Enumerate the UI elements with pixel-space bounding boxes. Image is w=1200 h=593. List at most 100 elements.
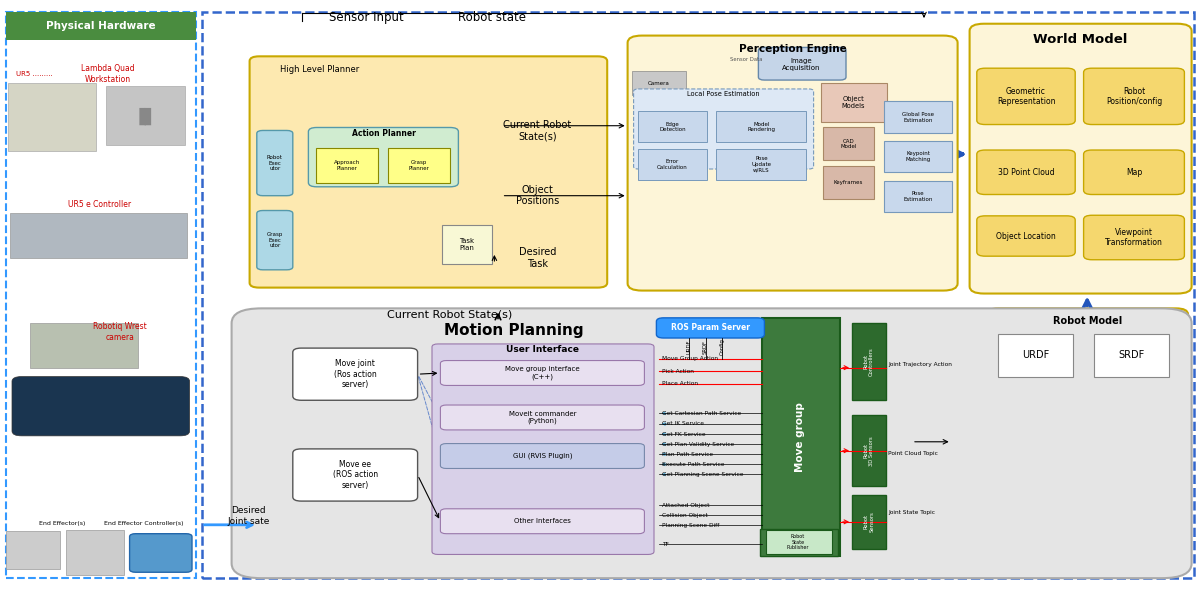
Text: Object Location: Object Location	[996, 231, 1056, 241]
Text: Execute Path Service: Execute Path Service	[662, 462, 725, 467]
Text: Planning Scene Diff: Planning Scene Diff	[662, 523, 720, 528]
FancyBboxPatch shape	[998, 334, 1073, 377]
Text: Get Plan Validity Service: Get Plan Validity Service	[662, 442, 734, 447]
FancyBboxPatch shape	[6, 12, 196, 40]
Text: Viewpoint
Transformation: Viewpoint Transformation	[1105, 228, 1163, 247]
Text: ▐▌: ▐▌	[132, 107, 158, 125]
FancyBboxPatch shape	[1084, 68, 1184, 125]
Text: Camera: Camera	[648, 81, 670, 85]
Text: Pick Action: Pick Action	[662, 369, 695, 374]
Text: Move Group Action: Move Group Action	[662, 356, 719, 361]
FancyBboxPatch shape	[638, 149, 707, 180]
Text: Robot
State
Publisher: Robot State Publisher	[787, 534, 809, 550]
Text: Physical Hardware: Physical Hardware	[46, 21, 156, 31]
FancyBboxPatch shape	[250, 56, 607, 288]
Text: Keyframes: Keyframes	[834, 180, 863, 185]
Text: Get FK Service: Get FK Service	[662, 432, 706, 436]
Text: Get Cartesian Path Service: Get Cartesian Path Service	[662, 411, 742, 416]
Text: Desired
Joint sate: Desired Joint sate	[227, 506, 270, 525]
Text: Move group: Move group	[796, 402, 805, 472]
Text: Joint Trajectory Action: Joint Trajectory Action	[888, 362, 952, 367]
FancyBboxPatch shape	[293, 348, 418, 400]
Text: Object
Models: Object Models	[841, 96, 865, 109]
FancyBboxPatch shape	[130, 534, 192, 572]
FancyBboxPatch shape	[6, 531, 60, 569]
Text: Desired
Task: Desired Task	[518, 247, 557, 269]
Text: Perception Engine: Perception Engine	[739, 44, 846, 54]
Text: Robot
Position/config: Robot Position/config	[1106, 87, 1162, 106]
FancyBboxPatch shape	[852, 495, 886, 549]
Text: Get IK Service: Get IK Service	[662, 422, 704, 426]
Text: Move ee
(ROS action
server): Move ee (ROS action server)	[332, 460, 378, 490]
FancyBboxPatch shape	[638, 111, 707, 142]
Text: ROS Param Server: ROS Param Server	[671, 323, 750, 333]
Text: End Effector Controller(s): End Effector Controller(s)	[104, 521, 184, 525]
FancyBboxPatch shape	[758, 47, 846, 80]
Text: Edge
Detection: Edge Detection	[659, 122, 686, 132]
Text: Move group interface
(C++): Move group interface (C++)	[505, 366, 580, 380]
Text: 3D Point Cloud: 3D Point Cloud	[997, 168, 1055, 177]
Text: Get Planning Scene Service: Get Planning Scene Service	[662, 472, 744, 477]
FancyBboxPatch shape	[852, 323, 886, 400]
Text: Lambda Quad
Workstation: Lambda Quad Workstation	[82, 65, 134, 84]
FancyBboxPatch shape	[106, 86, 185, 145]
Text: Plan Path Service: Plan Path Service	[662, 452, 714, 457]
Text: High Level Planner: High Level Planner	[280, 65, 359, 74]
Text: Sensor Data: Sensor Data	[731, 57, 762, 62]
FancyBboxPatch shape	[440, 444, 644, 468]
FancyBboxPatch shape	[440, 509, 644, 534]
FancyBboxPatch shape	[1094, 334, 1169, 377]
Text: SRDF: SRDF	[703, 340, 708, 354]
Text: Robot
Sensors: Robot Sensors	[864, 511, 874, 533]
Text: Model
Rendering: Model Rendering	[748, 122, 775, 132]
Text: Pose
Estimation: Pose Estimation	[904, 191, 932, 202]
Text: Config: Config	[720, 339, 725, 355]
Text: Robot
Controllers: Robot Controllers	[864, 347, 874, 376]
Text: Attached Object: Attached Object	[662, 503, 710, 508]
Text: Geometric
Representation: Geometric Representation	[997, 87, 1055, 106]
FancyBboxPatch shape	[766, 530, 832, 554]
FancyBboxPatch shape	[8, 83, 96, 151]
FancyBboxPatch shape	[442, 225, 492, 264]
FancyBboxPatch shape	[656, 318, 764, 338]
FancyBboxPatch shape	[632, 71, 686, 95]
FancyBboxPatch shape	[440, 361, 644, 385]
Text: CAD
Model: CAD Model	[840, 139, 857, 149]
Text: Robot Model: Robot Model	[1052, 317, 1122, 326]
Text: Joint State Topic: Joint State Topic	[888, 511, 935, 515]
FancyBboxPatch shape	[716, 111, 806, 142]
Text: Map: Map	[1126, 168, 1142, 177]
FancyBboxPatch shape	[232, 308, 1192, 578]
Text: Image
Acquisition: Image Acquisition	[782, 58, 821, 71]
Text: Sensor Input: Sensor Input	[329, 11, 403, 24]
Text: URDF: URDF	[686, 340, 691, 354]
Text: SRDF: SRDF	[1118, 350, 1145, 360]
Text: Robot state: Robot state	[458, 11, 526, 24]
Text: Keypoint
Matching: Keypoint Matching	[905, 151, 931, 162]
Text: Robot
Exec
utor: Robot Exec utor	[266, 155, 283, 171]
Text: Current Robot
State(s): Current Robot State(s)	[504, 120, 571, 141]
FancyBboxPatch shape	[970, 24, 1192, 294]
FancyBboxPatch shape	[823, 166, 874, 199]
FancyBboxPatch shape	[852, 415, 886, 486]
FancyBboxPatch shape	[977, 216, 1075, 256]
FancyBboxPatch shape	[884, 141, 952, 172]
FancyBboxPatch shape	[66, 530, 124, 575]
Text: GUI (RVIS Plugin): GUI (RVIS Plugin)	[512, 453, 572, 459]
FancyBboxPatch shape	[432, 344, 654, 554]
FancyBboxPatch shape	[977, 68, 1075, 125]
FancyBboxPatch shape	[316, 148, 378, 183]
Text: Approach
Planner: Approach Planner	[334, 160, 360, 171]
Text: Global Pose
Estimation: Global Pose Estimation	[902, 112, 934, 123]
Text: URDF: URDF	[1022, 350, 1049, 360]
Text: Place Action: Place Action	[662, 381, 698, 386]
Text: UR5 e Controller: UR5 e Controller	[68, 200, 131, 209]
Text: Grasp
Planner: Grasp Planner	[408, 160, 430, 171]
FancyBboxPatch shape	[257, 211, 293, 270]
FancyBboxPatch shape	[760, 529, 838, 556]
FancyBboxPatch shape	[12, 377, 190, 436]
FancyBboxPatch shape	[884, 181, 952, 212]
Text: UR5 .........: UR5 .........	[16, 71, 53, 77]
FancyBboxPatch shape	[823, 127, 874, 160]
FancyBboxPatch shape	[716, 149, 806, 180]
